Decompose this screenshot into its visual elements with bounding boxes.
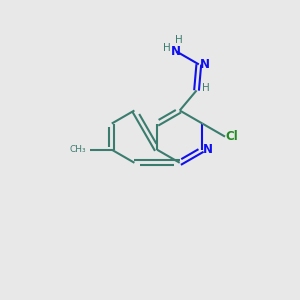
Text: CH₃: CH₃ bbox=[70, 145, 87, 154]
Text: N: N bbox=[171, 45, 181, 58]
Text: H: H bbox=[175, 35, 183, 45]
Text: N: N bbox=[200, 58, 210, 71]
Text: N: N bbox=[203, 143, 213, 156]
Text: H: H bbox=[164, 43, 171, 53]
Text: H: H bbox=[202, 83, 209, 93]
Text: Cl: Cl bbox=[225, 130, 238, 143]
